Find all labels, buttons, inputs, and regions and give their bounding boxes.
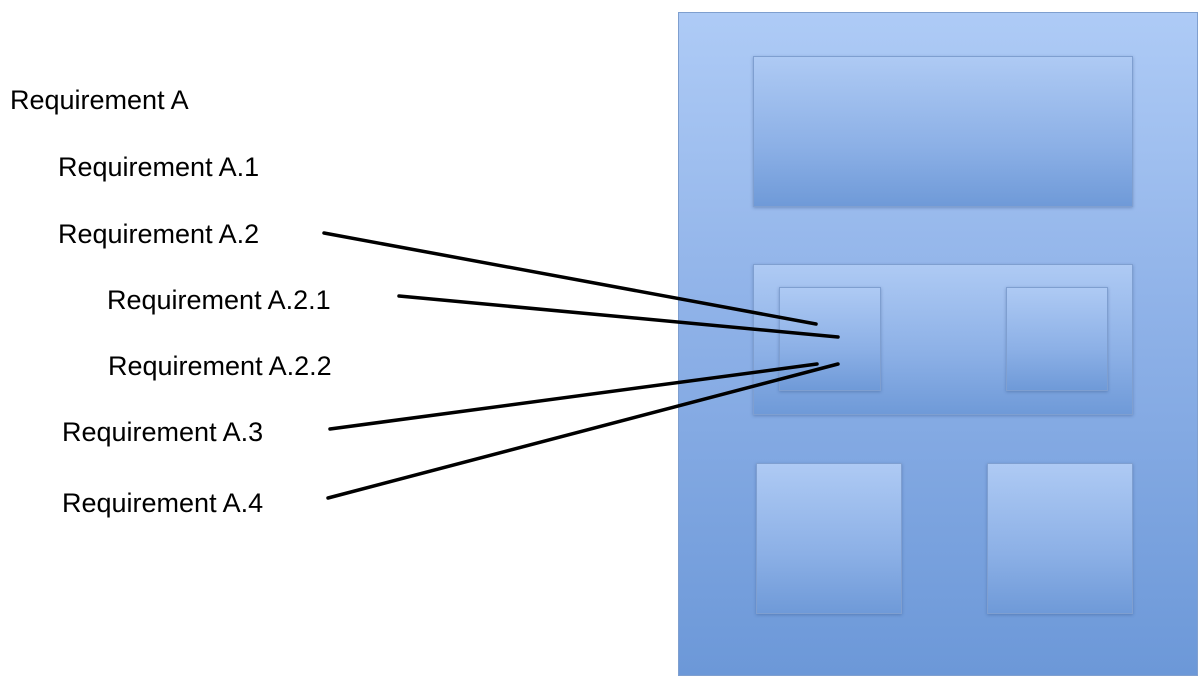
requirement-a3: Requirement A.3 [62,417,264,447]
requirement-a22: Requirement A.2.2 [108,351,332,381]
top-block [753,56,1133,207]
requirement-a21: Requirement A.2.1 [107,285,331,315]
middle-right-component [1006,287,1108,391]
requirement-a: Requirement A [10,85,189,115]
requirement-a2: Requirement A.2 [58,219,260,249]
bottom-right-block [987,463,1133,614]
trace-line-a21 [397,294,840,339]
requirement-a1: Requirement A.1 [58,152,260,182]
trace-line-a4 [326,362,840,500]
bottom-left-block [756,463,902,614]
trace-line-a3 [328,362,819,431]
requirement-a4: Requirement A.4 [62,488,264,518]
trace-line-a2 [322,231,818,326]
